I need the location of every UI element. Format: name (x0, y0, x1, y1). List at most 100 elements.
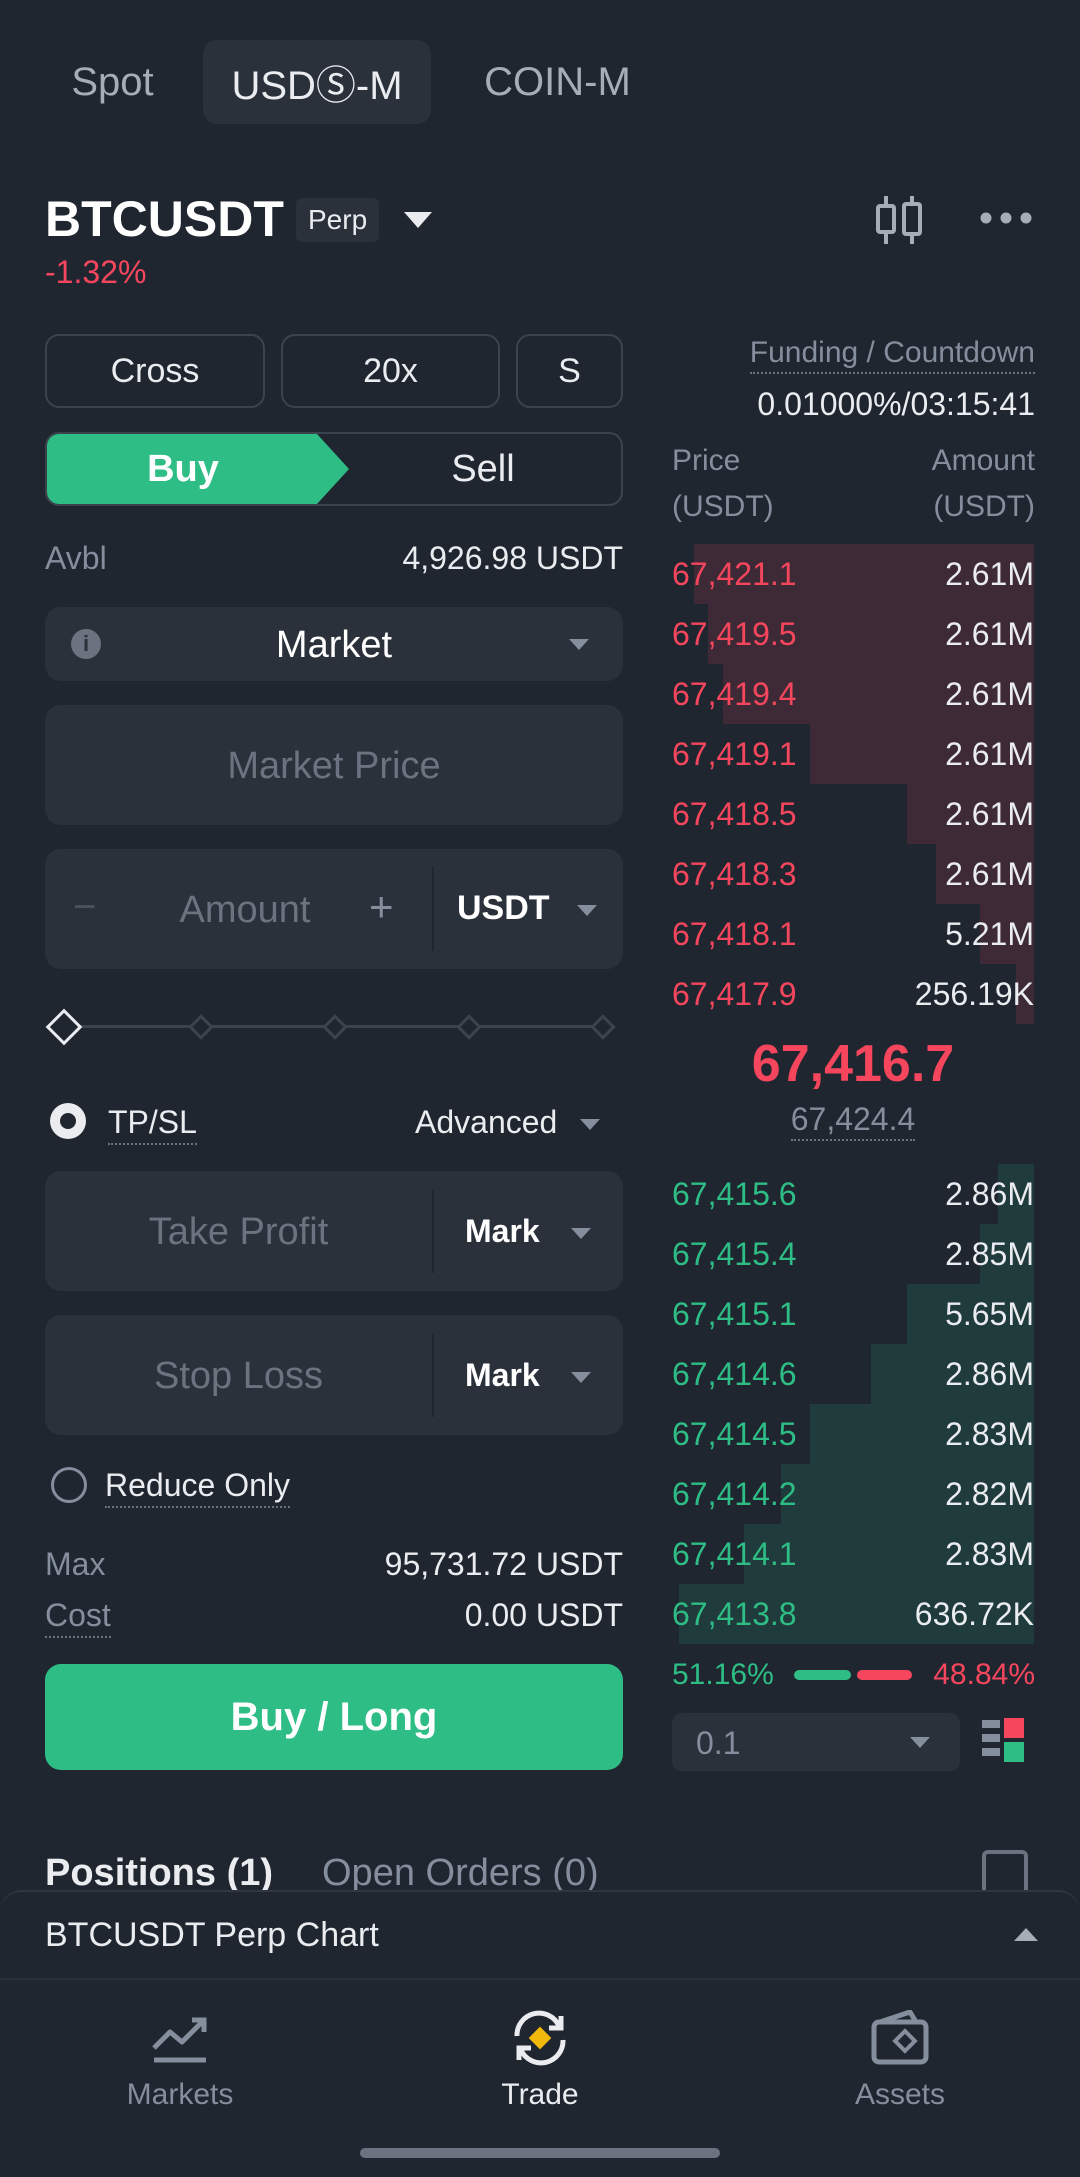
bid-amount: 2.85M (945, 1236, 1034, 1272)
ask-row[interactable]: 67,419.1 2.61M (672, 724, 1034, 784)
nav-trade[interactable]: Trade (440, 2010, 640, 2112)
bid-depth-bar (997, 1164, 1034, 1224)
tpsl-label[interactable]: TP/SL (108, 1104, 197, 1145)
amount-input[interactable]: Amount (179, 889, 311, 931)
stop-loss-input[interactable]: Stop Loss (154, 1355, 323, 1397)
ask-row[interactable]: 67,419.5 2.61M (672, 604, 1034, 664)
take-profit-input[interactable]: Take Profit (148, 1211, 329, 1253)
chart-expand-icon[interactable] (1014, 1928, 1038, 1941)
avbl-value: 4,926.98 USDT (402, 540, 623, 576)
ask-row[interactable]: 67,418.3 2.61M (672, 844, 1034, 904)
symbol-name[interactable]: BTCUSDT (45, 191, 284, 247)
bid-amount: 2.86M (945, 1176, 1034, 1212)
ask-price: 67,419.5 (672, 616, 797, 652)
bid-price: 67,415.6 (672, 1176, 797, 1212)
tpsl-radio[interactable] (50, 1103, 86, 1139)
more-options-icon[interactable] (980, 210, 1032, 226)
buy-long-button[interactable]: Buy / Long (45, 1664, 623, 1770)
bid-row[interactable]: 67,415.1 5.65M (672, 1284, 1034, 1344)
amount-divider (432, 867, 434, 951)
candlestick-chart-icon[interactable] (874, 192, 924, 248)
ratio-bar (794, 1670, 912, 1680)
nav-assets[interactable]: Assets (800, 2008, 1000, 2112)
ask-depth-bar (708, 604, 1034, 664)
bid-price: 67,415.1 (672, 1296, 797, 1332)
bid-depth-bar (809, 1404, 1034, 1464)
asset-mode-button[interactable]: S (516, 334, 623, 408)
amount-unit-select[interactable]: USDT (457, 889, 598, 928)
reduce-only-checkbox[interactable] (51, 1467, 87, 1503)
mark-price[interactable]: 67,424.4 (790, 1101, 916, 1141)
price-field[interactable]: Market Price (45, 705, 623, 825)
precision-value: 0.1 (696, 1725, 741, 1761)
tab-coin-m[interactable]: COIN-M (460, 40, 655, 124)
tab-spot[interactable]: Spot (45, 40, 180, 124)
bid-row[interactable]: 67,414.2 2.82M (672, 1464, 1034, 1524)
amount-plus-button[interactable]: + (369, 883, 394, 930)
bid-price: 67,414.2 (672, 1476, 797, 1512)
slider-mark-50[interactable] (322, 1014, 348, 1040)
chart-bar[interactable]: BTCUSDT Perp Chart (0, 1890, 1080, 1978)
last-price[interactable]: 67,416.7 (751, 1035, 955, 1093)
bid-row[interactable]: 67,415.4 2.85M (672, 1224, 1034, 1284)
margin-mode-label: Cross (110, 351, 200, 390)
ask-row[interactable]: 67,418.1 5.21M (672, 904, 1034, 964)
bid-row[interactable]: 67,414.5 2.83M (672, 1404, 1034, 1464)
leverage-button[interactable]: 20x (281, 334, 500, 408)
sell-tab-label: Sell (451, 447, 515, 490)
stop-loss-field: Stop Loss Mark (45, 1315, 623, 1435)
asset-mode-label: S (558, 351, 581, 390)
slider-mark-100[interactable] (590, 1014, 616, 1040)
ob-amount-unit: (USDT) (933, 490, 1035, 523)
take-profit-trigger-select[interactable]: Mark (465, 1213, 591, 1250)
bid-amount: 2.82M (945, 1476, 1034, 1512)
tab-open-orders[interactable]: Open Orders (0) (322, 1852, 599, 1894)
slider-handle[interactable] (45, 1008, 83, 1046)
bid-row[interactable]: 67,414.1 2.83M (672, 1524, 1034, 1584)
order-type-chevron-icon (569, 639, 589, 650)
ask-depth-bar (722, 664, 1034, 724)
bid-amount: 2.86M (945, 1356, 1034, 1392)
cost-label[interactable]: Cost (45, 1597, 111, 1638)
tab-usds-m[interactable]: USDⓈ-M (203, 40, 431, 124)
symbol-dropdown-icon[interactable] (404, 212, 432, 228)
stop-loss-trigger-select[interactable]: Mark (465, 1357, 591, 1394)
tab-positions[interactable]: Positions (1) (45, 1852, 274, 1894)
amount-unit-label: USDT (457, 889, 550, 927)
slider-mark-75[interactable] (456, 1014, 482, 1040)
reduce-only-label[interactable]: Reduce Only (105, 1467, 290, 1508)
orderbook-layout-icon[interactable] (982, 1718, 1028, 1764)
bid-row[interactable]: 67,415.6 2.86M (672, 1164, 1034, 1224)
amount-minus-button[interactable]: − (73, 885, 97, 929)
order-history-icon[interactable] (982, 1850, 1028, 1890)
order-type-select[interactable]: i Market (45, 607, 623, 681)
ask-row[interactable]: 67,418.5 2.61M (672, 784, 1034, 844)
margin-mode-button[interactable]: Cross (45, 334, 265, 408)
info-icon[interactable]: i (71, 629, 101, 659)
ask-row[interactable]: 67,417.9 256.19K (672, 964, 1034, 1024)
slider-mark-25[interactable] (188, 1014, 214, 1040)
take-profit-chevron-icon (570, 1228, 591, 1240)
ask-row[interactable]: 67,419.4 2.61M (672, 664, 1034, 724)
funding-label[interactable]: Funding / Countdown (749, 336, 1035, 374)
precision-select[interactable]: 0.1 (672, 1713, 960, 1771)
buy-tab[interactable]: Buy (47, 434, 349, 504)
bid-amount: 636.72K (914, 1596, 1034, 1632)
ask-price: 67,418.5 (672, 796, 797, 832)
bid-row[interactable]: 67,413.8 636.72K (672, 1584, 1034, 1644)
price-placeholder: Market Price (227, 745, 441, 787)
buy-sell-toggle: Buy Sell (45, 432, 623, 506)
markets-chart-icon (150, 2010, 210, 2066)
ask-price: 67,418.3 (672, 856, 797, 892)
nav-trade-label: Trade (501, 2078, 579, 2111)
ask-row[interactable]: 67,421.1 2.61M (672, 544, 1034, 604)
bid-row[interactable]: 67,414.6 2.86M (672, 1344, 1034, 1404)
advanced-select[interactable]: Advanced (415, 1104, 601, 1141)
advanced-label: Advanced (415, 1104, 558, 1140)
bid-depth-bar (744, 1524, 1034, 1584)
sell-tab[interactable]: Sell (345, 434, 621, 504)
nav-markets[interactable]: Markets (80, 2010, 280, 2112)
sell-ratio: 48.84% (933, 1658, 1035, 1691)
max-value: 95,731.72 USDT (384, 1546, 623, 1582)
ask-price: 67,418.1 (672, 916, 797, 952)
